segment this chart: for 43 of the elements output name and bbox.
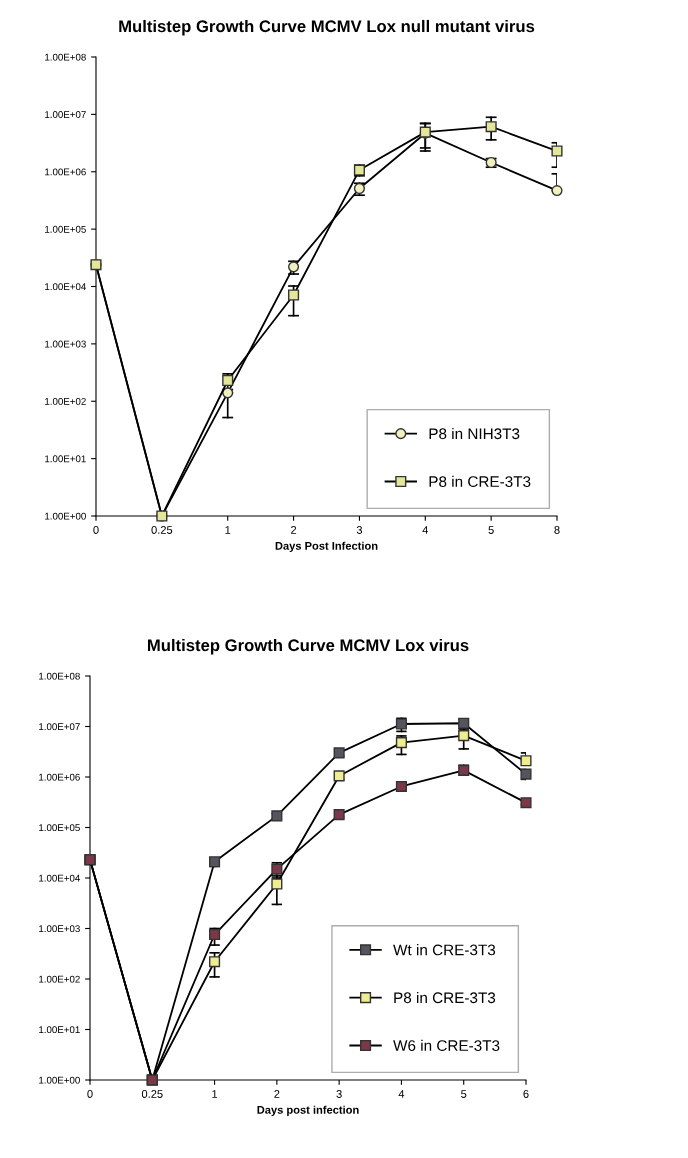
- x-tick-label: 1: [225, 526, 231, 534]
- x-tick-label: 4: [398, 1090, 405, 1098]
- y-tick-label: 1.00E+05: [45, 225, 86, 233]
- x-tick-label: 4: [422, 526, 429, 534]
- y-tick-label: 1.00E+01: [39, 1026, 80, 1034]
- y-tick-label: 1.00E+00: [45, 512, 86, 520]
- y-tick-label: 1.00E+07: [39, 723, 80, 731]
- x-tick-label: 6: [523, 1090, 529, 1098]
- x-tick-label: 2: [291, 526, 297, 534]
- chart-title: Multistep Growth Curve MCMV Lox null mutant virus: [119, 19, 535, 36]
- y-tick-label: 1.00E+04: [45, 283, 86, 291]
- y-tick-label: 1.00E+08: [45, 53, 86, 61]
- x-tick-label: 0.25: [141, 1090, 163, 1098]
- legend-label: Wt in CRE-3T3: [393, 944, 496, 956]
- x-tick-label: 5: [461, 1090, 467, 1098]
- y-tick-label: 1.00E+03: [39, 925, 80, 933]
- x-tick-label: 0: [93, 526, 99, 534]
- x-tick-label: 1: [212, 1090, 218, 1098]
- y-tick-label: 1.00E+05: [39, 824, 80, 832]
- legend-label: W6 in CRE-3T3: [393, 1039, 500, 1052]
- x-tick-label: 3: [336, 1090, 342, 1098]
- y-tick-label: 1.00E+04: [39, 874, 80, 882]
- legend-label: P8 in CRE-3T3: [429, 475, 531, 488]
- x-tick-label: 8: [554, 526, 560, 534]
- y-tick-label: 1.00E+02: [39, 975, 80, 983]
- y-tick-label: 1.00E+03: [45, 340, 86, 348]
- x-tick-label: 0: [87, 1090, 93, 1098]
- x-axis-title: Days post infection: [257, 1105, 359, 1116]
- y-tick-label: 1.00E+01: [45, 455, 86, 463]
- y-tick-label: 1.00E+06: [39, 773, 80, 781]
- y-tick-label: 1.00E+02: [45, 397, 86, 405]
- x-tick-label: 0.25: [151, 526, 173, 534]
- chart-title: Multistep Growth Curve MCMV Lox virus: [148, 638, 469, 655]
- x-tick-label: 5: [488, 526, 494, 534]
- y-tick-label: 1.00E+00: [39, 1076, 80, 1084]
- x-axis-title: Days Post Infection: [275, 541, 378, 552]
- y-tick-label: 1.00E+06: [45, 168, 86, 176]
- y-tick-label: 1.00E+08: [39, 672, 80, 680]
- x-tick-label: 3: [356, 526, 363, 534]
- x-tick-label: 2: [274, 1090, 280, 1098]
- y-tick-label: 1.00E+07: [45, 111, 86, 118]
- legend-label: P8 in CRE-3T3: [394, 991, 496, 1004]
- legend-label: P8 in NIH3T3: [429, 427, 520, 440]
